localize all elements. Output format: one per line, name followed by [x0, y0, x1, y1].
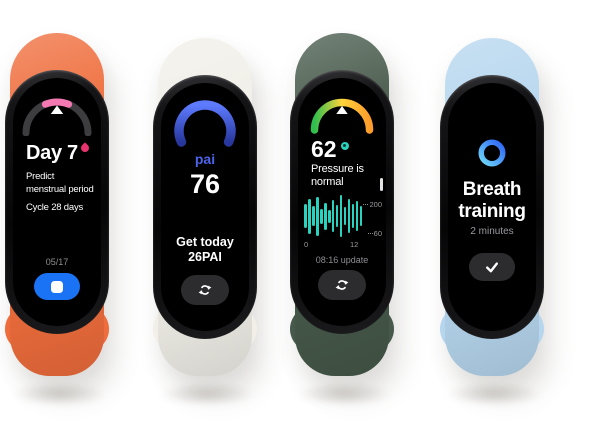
stop-button[interactable] — [34, 273, 80, 300]
check-icon — [486, 262, 498, 273]
predict-line2: menstrual period — [26, 184, 94, 195]
pai-label: pai — [194, 151, 216, 167]
stress-value: 62 — [311, 136, 337, 162]
breath-title-line1: Breath — [462, 179, 522, 200]
sync-button[interactable] — [181, 275, 229, 305]
x-axis-end-label: 12 — [350, 240, 359, 249]
cycle-gauge-icon — [22, 98, 92, 136]
x-axis-start-label: 0 — [304, 240, 309, 249]
breath-screen: Breath training 2 minutes — [448, 83, 536, 331]
pressure-chart: 200 60 0 12 — [302, 194, 382, 250]
pai-screen: pai 76 Get today 26PAI — [161, 83, 249, 331]
status-line2: normal — [311, 176, 344, 188]
cycle-length-text: Cycle 28 days — [26, 202, 84, 213]
band-shadow — [11, 382, 107, 406]
day-title: Day 7 — [26, 142, 78, 164]
band-shadow — [159, 382, 255, 406]
watch-body: Day 7 Predict menstrual period Cycle 28 … — [5, 70, 109, 334]
gauge-pointer-icon — [336, 106, 348, 114]
goal-line1: Get today — [176, 235, 234, 249]
y-axis-max-label: 200 — [363, 200, 382, 209]
pai-value: 76 — [189, 169, 221, 199]
day-row: Day 7 — [13, 142, 101, 165]
status-dot-icon — [340, 141, 349, 150]
band-period-tracking: Day 7 Predict menstrual period Cycle 28 … — [1, 0, 113, 422]
date-label: 05/17 — [45, 257, 69, 267]
band-breath: Breath training 2 minutes — [436, 0, 548, 422]
sync-button[interactable] — [318, 270, 366, 300]
predict-line1: Predict — [26, 171, 55, 182]
period-screen: Day 7 Predict menstrual period Cycle 28 … — [13, 78, 101, 326]
band-pai: pai 76 Get today 26PAI — [149, 0, 261, 422]
sync-icon — [198, 285, 212, 295]
status-text: Pressure is normal — [298, 163, 386, 189]
confirm-button[interactable] — [469, 253, 515, 281]
stress-value-row: 62 — [298, 136, 386, 163]
last-update-label: 08:16 update — [315, 255, 369, 265]
band-shadow — [296, 382, 392, 406]
drop-icon — [79, 142, 91, 154]
duration-label: 2 minutes — [470, 226, 514, 237]
stress-gauge-icon — [310, 98, 374, 134]
pressure-bars — [304, 194, 363, 238]
breath-title-line2: training — [458, 201, 526, 222]
y-axis-min-label: 60 — [368, 229, 382, 238]
gauge-pointer-icon — [50, 105, 64, 114]
breath-ring-icon — [478, 139, 506, 167]
stop-square-icon — [51, 280, 63, 293]
goal-line2: 26PAI — [188, 250, 222, 264]
watch-body: Breath training 2 minutes — [440, 75, 544, 339]
status-line1: Pressure is — [311, 163, 364, 175]
watch-body: 62 Pressure is normal 200 60 0 12 08:16 … — [290, 70, 394, 334]
watch-body: pai 76 Get today 26PAI — [153, 75, 257, 339]
stress-screen: 62 Pressure is normal 200 60 0 12 08:16 … — [298, 78, 386, 326]
scroll-indicator — [380, 178, 383, 191]
band-shadow — [446, 382, 542, 406]
pai-arc-icon — [174, 100, 236, 147]
sync-icon — [335, 280, 349, 290]
band-stress: 62 Pressure is normal 200 60 0 12 08:16 … — [286, 0, 398, 422]
predict-text: Predict menstrual period — [13, 170, 101, 196]
